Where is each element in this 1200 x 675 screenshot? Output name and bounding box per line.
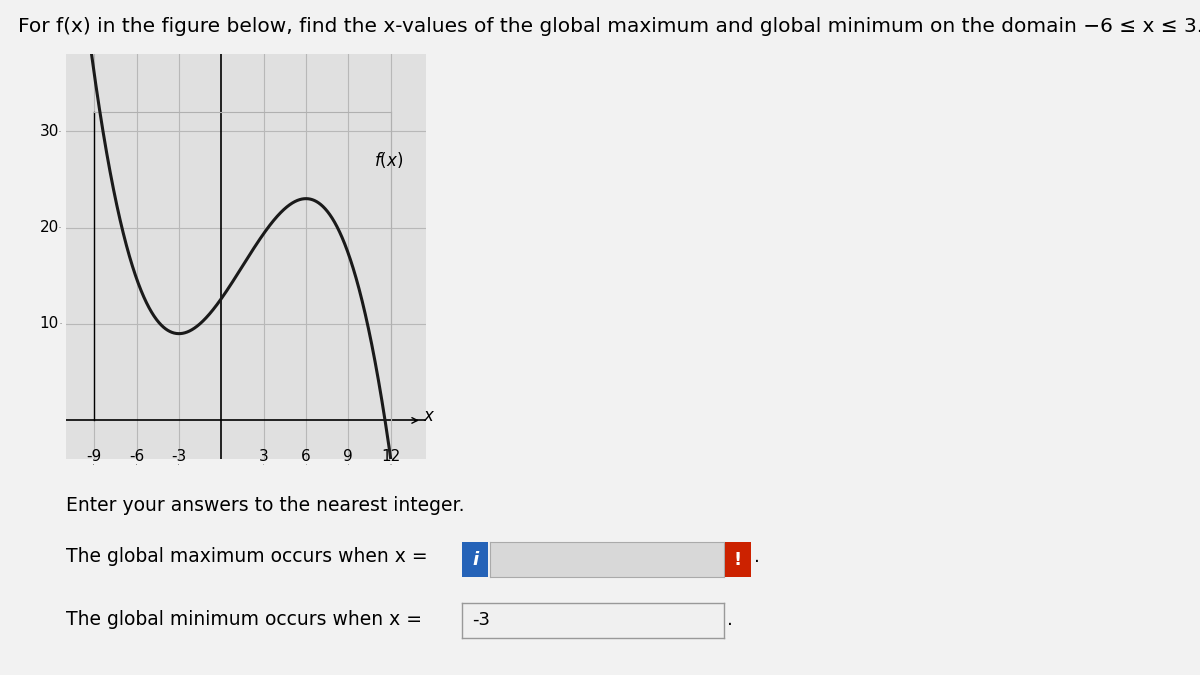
Text: -3: -3 xyxy=(473,612,491,629)
Text: .: . xyxy=(727,610,733,629)
Text: i: i xyxy=(472,551,479,568)
Text: 30: 30 xyxy=(40,124,59,138)
Text: !: ! xyxy=(734,551,742,568)
Text: 9: 9 xyxy=(343,450,353,464)
Text: 12: 12 xyxy=(382,450,401,464)
Text: $f(x)$: $f(x)$ xyxy=(373,150,403,170)
Text: x: x xyxy=(424,406,433,425)
Text: For f(x) in the figure below, find the x-values of the global maximum and global: For f(x) in the figure below, find the x… xyxy=(18,17,1200,36)
Text: 10: 10 xyxy=(40,317,59,331)
Text: -9: -9 xyxy=(86,450,102,464)
Text: 3: 3 xyxy=(259,450,269,464)
Text: The global minimum occurs when x =: The global minimum occurs when x = xyxy=(66,610,422,629)
Text: -3: -3 xyxy=(172,450,186,464)
Text: 20: 20 xyxy=(40,220,59,235)
Text: The global maximum occurs when x =: The global maximum occurs when x = xyxy=(66,547,427,566)
Text: .: . xyxy=(754,547,760,566)
Text: Enter your answers to the nearest integer.: Enter your answers to the nearest intege… xyxy=(66,496,464,515)
Text: 6: 6 xyxy=(301,450,311,464)
Text: -6: -6 xyxy=(128,450,144,464)
